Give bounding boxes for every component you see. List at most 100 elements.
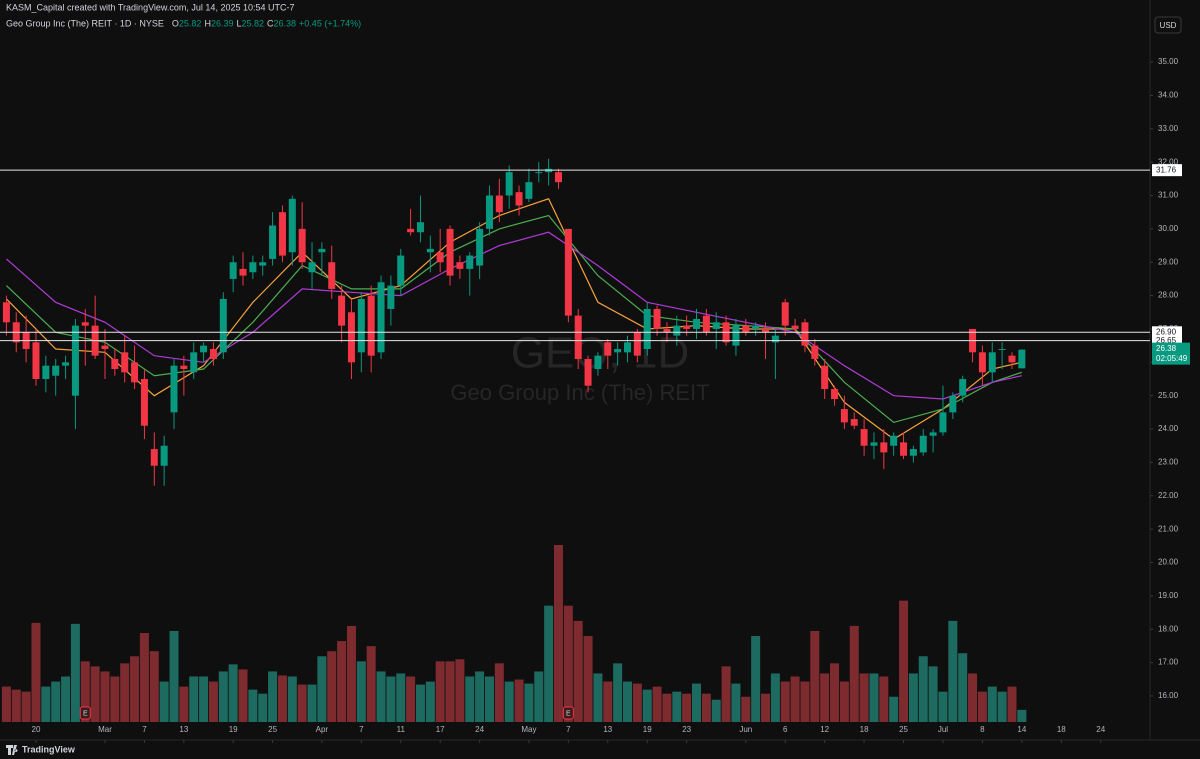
candle-body <box>387 285 395 309</box>
candle-body <box>219 298 227 353</box>
candle-body <box>2 302 10 323</box>
volume-bar <box>820 673 830 722</box>
x-tick-label: Mar <box>98 725 112 734</box>
volume-bar <box>455 659 465 722</box>
y-tick-label: 32.00 <box>1158 157 1179 166</box>
x-tick-label: 11 <box>397 725 406 734</box>
y-tick-label: 19.00 <box>1158 591 1179 600</box>
candle-body <box>42 365 50 380</box>
volume-bar <box>859 673 869 722</box>
x-tick-label: 19 <box>643 725 652 734</box>
volume-bar <box>21 691 31 722</box>
x-tick-label: 25 <box>268 725 277 734</box>
y-tick-label: 17.00 <box>1158 658 1179 667</box>
y-tick-label: 21.00 <box>1158 524 1179 533</box>
candle-body <box>643 308 651 349</box>
volume-bar <box>169 630 179 722</box>
volume-bar <box>958 653 968 722</box>
candle-body <box>959 379 967 396</box>
volume-bar <box>889 696 899 722</box>
volume-bar <box>800 681 810 722</box>
volume-bar <box>534 671 544 722</box>
volume-bar <box>603 681 613 722</box>
watermark-ticker: GEO, 1D <box>511 329 690 378</box>
candle-body <box>781 302 789 326</box>
candle-body <box>791 325 799 329</box>
moving-average <box>5 214 1022 424</box>
candle-body <box>909 449 917 456</box>
volume-bar <box>918 656 928 722</box>
volume-bar <box>701 693 711 722</box>
volume-bar <box>830 663 840 722</box>
volume-bar <box>642 689 652 722</box>
attribution: KASM_Capital created with TradingView.co… <box>6 2 294 12</box>
candle-body <box>988 352 996 373</box>
volume-bar <box>583 636 593 722</box>
y-tick-label: 16.00 <box>1158 691 1179 700</box>
candle-body <box>811 345 819 359</box>
volume-bar <box>869 673 879 722</box>
volume-bar <box>337 641 347 722</box>
y-tick-label: 29.00 <box>1158 257 1179 266</box>
ohlc-legend: O 25.82 H 26.39 L 25.82 C 26.38 +0.45 (+1.74%) <box>172 18 361 28</box>
candle-body <box>150 449 158 466</box>
candle-body <box>259 262 267 266</box>
change: +0.45 (+1.74%) <box>299 18 361 28</box>
candle-body <box>939 412 947 433</box>
candle-body <box>564 228 572 316</box>
candle-body <box>554 172 562 183</box>
price-line-label: 26.90 <box>1156 327 1177 336</box>
candle-body <box>278 212 286 256</box>
volume-bar <box>928 666 938 722</box>
x-tick-label: 7 <box>142 725 147 734</box>
volume-bar <box>287 676 297 722</box>
volume-bar <box>899 600 909 722</box>
candle-body <box>269 225 277 259</box>
volume-bar <box>159 681 169 722</box>
y-tick-label: 25.00 <box>1158 391 1179 400</box>
candle-body <box>604 342 612 356</box>
volume-bar <box>662 693 672 722</box>
volume-bar <box>672 691 682 722</box>
volume-bar <box>632 683 642 722</box>
ohlc-value: 26.38 <box>274 18 297 28</box>
volume-bar <box>622 681 632 722</box>
candle-body <box>1008 355 1016 363</box>
y-tick-label: 35.00 <box>1158 57 1179 66</box>
volume-bar <box>790 676 800 722</box>
candle-body <box>594 355 602 370</box>
last-price-tag <box>1152 342 1190 365</box>
x-tick-label: 13 <box>603 725 612 734</box>
candle-body <box>702 315 710 333</box>
x-tick-label: Jul <box>938 725 948 734</box>
candle-body <box>840 409 848 423</box>
x-tick-label: 24 <box>1096 725 1105 734</box>
candle-body <box>525 182 533 199</box>
candle-body <box>683 325 691 329</box>
candle-body <box>170 365 178 413</box>
volume-bar <box>879 676 889 722</box>
candle-body <box>347 312 355 363</box>
candle-body <box>140 379 148 426</box>
candle-body <box>653 308 661 329</box>
volume-bar <box>130 656 140 722</box>
candle-body <box>456 262 464 269</box>
candle-body <box>860 429 868 446</box>
volume-bar <box>682 693 692 722</box>
candle-body <box>397 255 405 286</box>
volume-bar <box>839 681 849 722</box>
last-price: 26.38 <box>1156 344 1177 353</box>
price-line-label: 31.76 <box>1156 165 1177 174</box>
volume-bar <box>258 693 268 722</box>
candle-body <box>623 342 631 353</box>
candle-body <box>732 325 740 346</box>
volume-bar <box>731 683 741 722</box>
price-line-tag <box>1152 164 1182 177</box>
x-tick-label: 20 <box>32 725 41 734</box>
candle-body <box>929 432 937 436</box>
candle-body <box>495 195 503 213</box>
volume-bar <box>90 666 100 722</box>
y-tick-label: 34.00 <box>1158 91 1179 100</box>
ohlc-label: L <box>236 18 241 28</box>
volume-bar <box>1017 709 1027 722</box>
